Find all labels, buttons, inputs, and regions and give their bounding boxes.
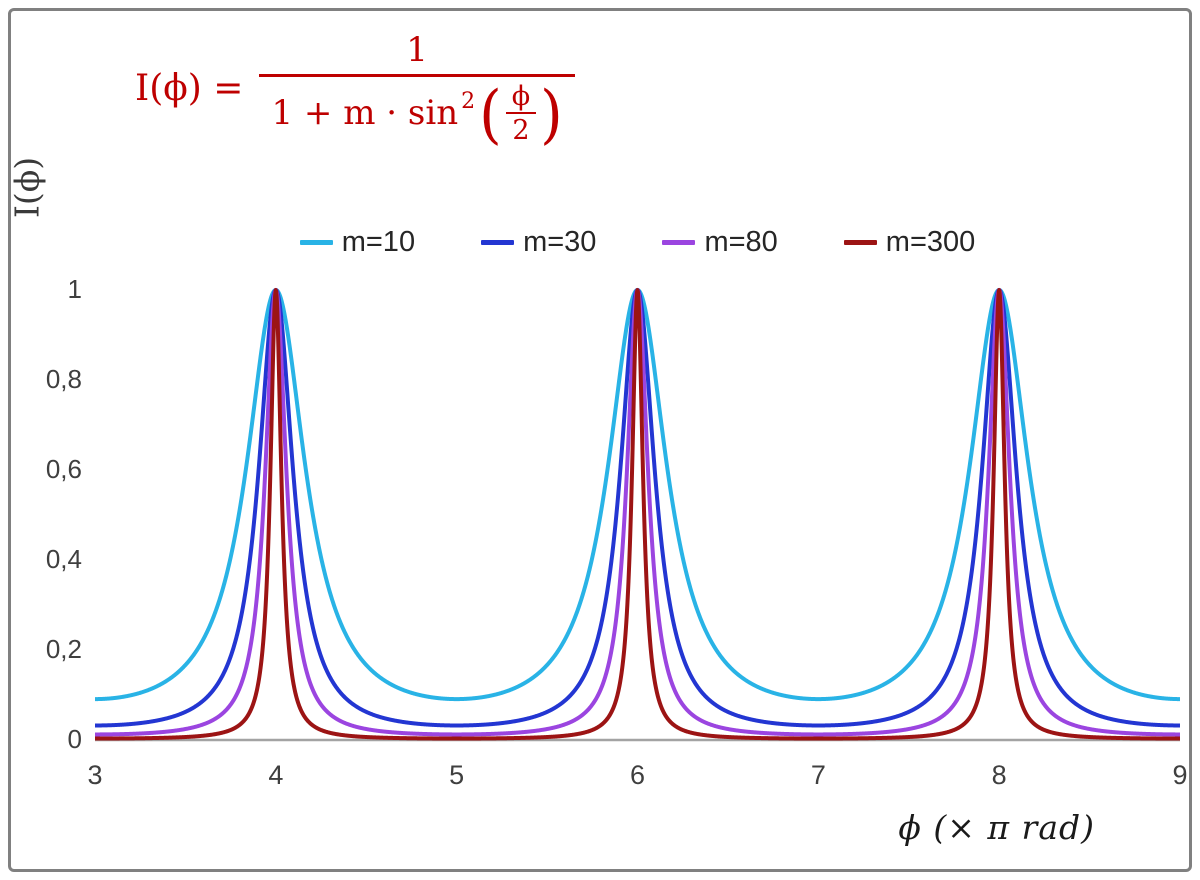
legend-label: m=10 [341,226,416,258]
formula-lhs: I(ϕ) = [135,67,244,109]
inner-numerator: ϕ [511,81,531,113]
legend-swatch [843,240,877,245]
x-axis-title: ϕ (× π rad) [898,808,1095,847]
y-tick-label: 0,6 [45,453,82,484]
x-tick-label: 9 [1172,760,1188,790]
x-tick-label: 3 [87,760,103,790]
formula-annotation: I(ϕ) = 1 1 + m · sin 2 ( ϕ 2 ) [135,30,575,152]
legend-item: m=30 [481,226,596,259]
close-paren: ) [540,76,563,152]
legend-label: m=80 [704,226,778,258]
chart-outer-border [8,8,1192,872]
y-axis-title: I(ϕ) [7,156,47,219]
formula-denominator: 1 + m · sin 2 ( ϕ 2 ) [259,74,575,152]
legend-swatch [481,240,515,245]
legend-swatch [299,240,333,245]
formula-exponent: 2 [461,88,476,114]
y-tick-label: 0,4 [45,543,82,574]
legend-item: m=10 [299,226,416,259]
legend-label: m=300 [885,226,976,258]
formula-den-text: 1 + m · sin [271,93,459,134]
x-tick-label: 4 [268,760,284,790]
formula-numerator: 1 [406,30,428,70]
open-paren: ( [479,76,502,152]
formula-inner-fraction: ϕ 2 [506,83,536,144]
y-tick-label: 0 [67,723,82,754]
x-tick-label: 8 [991,760,1007,790]
series-curve-m=80 [93,288,1182,737]
legend: m=10 m=30 m=80 m=300 [95,226,1180,259]
y-tick-label: 0,8 [45,363,82,394]
formula-fraction: 1 1 + m · sin 2 ( ϕ 2 ) [259,30,575,152]
x-tick-label: 6 [629,760,646,790]
inner-denominator: 2 [506,112,536,144]
y-tick-label: 1 [67,273,82,304]
series-curve-m=300 [93,288,1182,741]
series-curve-m=30 [93,288,1182,728]
x-tick-label: 5 [449,760,465,790]
y-tick-label: 0,2 [45,633,82,664]
legend-swatch [662,240,696,245]
x-tick-label: 7 [810,760,826,790]
legend-label: m=30 [523,226,597,258]
legend-item: m=80 [662,226,778,259]
legend-item: m=300 [843,226,976,259]
